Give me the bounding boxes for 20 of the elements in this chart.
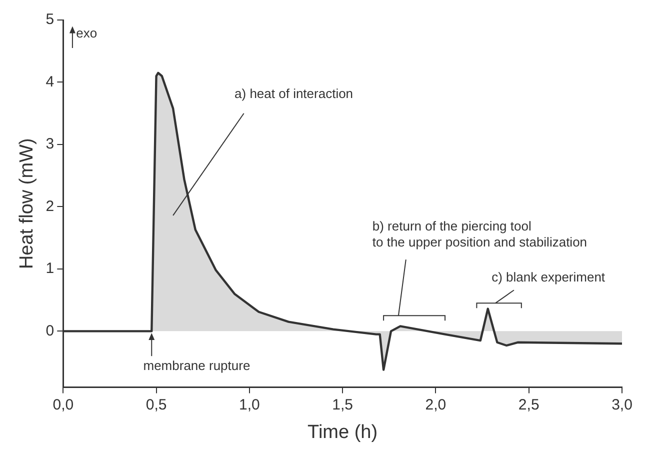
x-tick-label: 2,0	[425, 396, 446, 414]
y-tick-label: 5	[46, 11, 54, 28]
x-tick-label: 0,5	[146, 396, 167, 414]
annotation: c) blank experiment	[492, 269, 606, 284]
y-axis-title: Heat flow (mW)	[16, 138, 38, 270]
y-tick-label: 0	[46, 322, 54, 340]
y-tick-label: 4	[46, 73, 54, 90]
y-tick-label: 1	[46, 260, 54, 278]
x-tick-label: 3,0	[612, 396, 632, 414]
x-tick-label: 2,5	[518, 396, 540, 414]
x-tick-label: 0,0	[52, 396, 74, 414]
annotation: b) return of the piercing tool to the upper position and stabilization	[372, 218, 588, 250]
y-tick-label: 2	[46, 198, 54, 215]
x-tick-label: 1,0	[239, 396, 260, 414]
x-axis-title: Time (h)	[308, 422, 378, 443]
annotation: membrane rupture	[143, 358, 250, 373]
x-tick-label: 1,5	[332, 396, 353, 414]
annotation: exo	[76, 25, 98, 40]
annotation: a) heat of interaction	[234, 86, 354, 101]
y-tick-label: 3	[46, 136, 54, 153]
